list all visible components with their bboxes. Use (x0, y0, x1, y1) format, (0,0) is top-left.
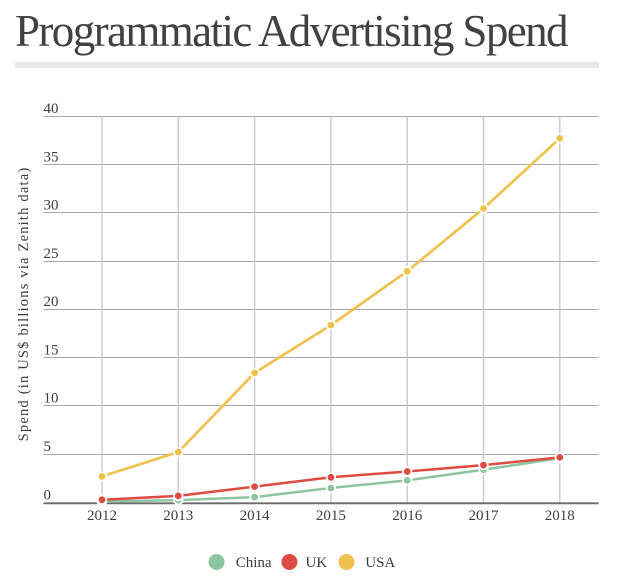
svg-text:25: 25 (44, 246, 59, 262)
svg-text:China: China (236, 555, 272, 571)
svg-text:10: 10 (44, 391, 59, 407)
svg-text:2015: 2015 (316, 508, 346, 524)
svg-text:2018: 2018 (545, 508, 575, 524)
svg-text:35: 35 (44, 149, 59, 165)
svg-text:Spend (in US$ billions via Zen: Spend (in US$ billions via Zenith data) (16, 167, 32, 442)
svg-text:2013: 2013 (163, 508, 193, 524)
svg-text:2014: 2014 (240, 508, 271, 524)
svg-text:0: 0 (44, 488, 52, 504)
svg-text:2017: 2017 (469, 508, 500, 524)
svg-text:USA: USA (365, 555, 395, 571)
svg-text:2012: 2012 (87, 508, 117, 524)
svg-text:2016: 2016 (392, 508, 423, 524)
svg-text:15: 15 (44, 342, 59, 358)
svg-text:40: 40 (44, 101, 59, 117)
svg-text:UK: UK (306, 555, 328, 571)
svg-text:20: 20 (44, 294, 59, 310)
svg-text:5: 5 (44, 439, 52, 455)
svg-text:30: 30 (44, 198, 59, 214)
